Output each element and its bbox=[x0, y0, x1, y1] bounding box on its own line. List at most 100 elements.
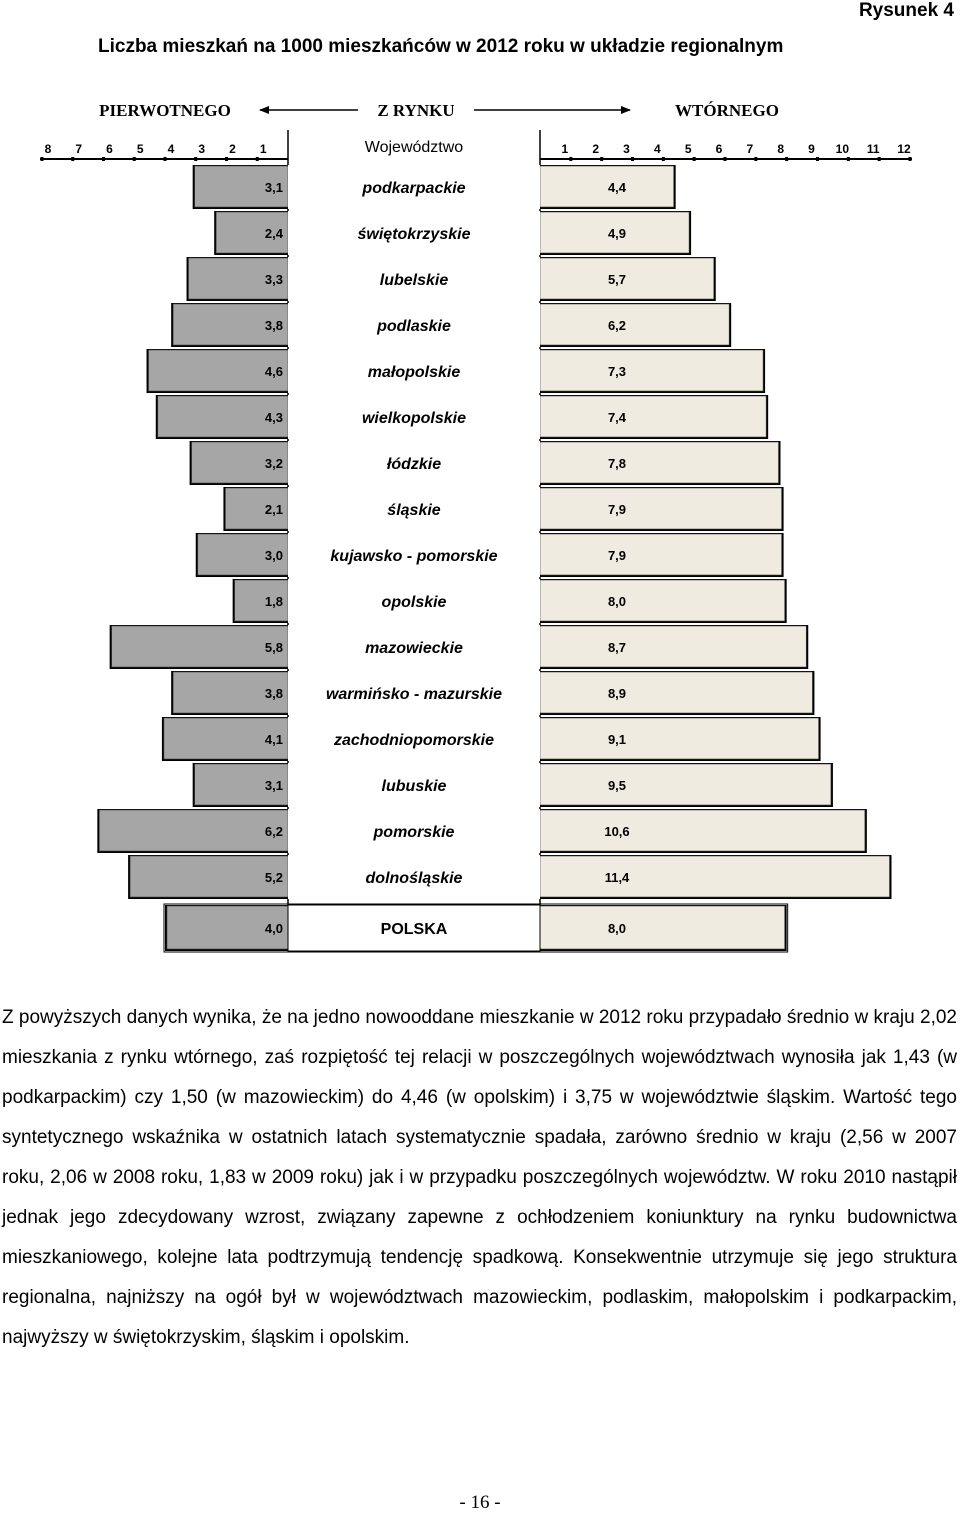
bar-secondary bbox=[539, 763, 832, 806]
value-label-secondary: 8,9 bbox=[608, 686, 626, 701]
figure-label: Rysunek 4 bbox=[858, 0, 954, 21]
value-label-secondary: 8,0 bbox=[608, 594, 626, 609]
region-label: kujawsko - pomorskie bbox=[330, 548, 497, 565]
value-label-secondary: 5,7 bbox=[608, 272, 626, 287]
tornado-chart: PIERWOTNEGO Z RYNKU WTÓRNEGO Województwo… bbox=[40, 101, 912, 953]
bar-secondary bbox=[539, 257, 715, 300]
left-tick-label: 3 bbox=[198, 142, 205, 156]
bar-primary bbox=[197, 533, 289, 576]
right-tick-label: 2 bbox=[592, 142, 599, 156]
category-cell bbox=[288, 349, 540, 393]
region-label: lubelskie bbox=[380, 272, 449, 289]
right-tick-label: 10 bbox=[836, 142, 850, 156]
value-label-secondary: 9,1 bbox=[608, 732, 626, 747]
left-tick-label: 2 bbox=[229, 142, 236, 156]
region-label: łódzkie bbox=[387, 456, 441, 473]
region-label: podlaskie bbox=[376, 318, 451, 335]
left-tick-label: 8 bbox=[45, 142, 52, 156]
value-label-secondary: 4,4 bbox=[608, 180, 627, 195]
bar-primary bbox=[99, 809, 289, 852]
bar-secondary bbox=[539, 211, 690, 254]
bar-secondary bbox=[539, 303, 730, 346]
value-label-primary: 2,4 bbox=[265, 226, 284, 241]
region-label: świętokrzyskie bbox=[358, 226, 471, 243]
value-label-secondary: 6,2 bbox=[608, 318, 626, 333]
category-cell bbox=[288, 671, 540, 715]
category-cell bbox=[288, 165, 540, 209]
bar-primary bbox=[163, 717, 289, 760]
body-text: Z powyższych danych wynika, że na jedno … bbox=[2, 1007, 957, 1348]
bar-primary bbox=[172, 303, 289, 346]
right-tick-label: 6 bbox=[716, 142, 723, 156]
right-tick-label: 12 bbox=[897, 142, 911, 156]
category-cell bbox=[288, 395, 540, 439]
bar-primary bbox=[215, 211, 289, 254]
bar-secondary bbox=[539, 809, 866, 852]
bar-secondary bbox=[539, 671, 813, 714]
value-label-secondary: 8,0 bbox=[608, 921, 626, 936]
category-cell bbox=[287, 904, 541, 952]
right-tick-label: 11 bbox=[867, 142, 880, 156]
value-label-primary: 4,3 bbox=[265, 410, 283, 425]
region-label: wielkopolskie bbox=[362, 410, 466, 427]
category-cell bbox=[288, 763, 540, 807]
left-tick-label: 6 bbox=[106, 142, 113, 156]
category-cell bbox=[288, 487, 540, 531]
region-label: mazowieckie bbox=[365, 640, 463, 657]
total-row-outline bbox=[163, 903, 789, 953]
category-cell bbox=[288, 211, 540, 255]
value-label-primary: 3,0 bbox=[265, 548, 283, 563]
right-tick-label: 8 bbox=[777, 142, 784, 156]
region-label: dolnośląskie bbox=[366, 870, 463, 887]
region-label: warmińsko - mazurskie bbox=[326, 686, 502, 703]
category-cell bbox=[288, 579, 540, 623]
bar-secondary bbox=[539, 487, 782, 530]
right-tick-label: 1 bbox=[561, 142, 568, 156]
page-number: - 16 - bbox=[459, 1492, 501, 1513]
value-label-secondary: 7,9 bbox=[608, 502, 626, 517]
category-cell bbox=[288, 717, 540, 761]
value-label-primary: 4,6 bbox=[265, 364, 283, 379]
bar-secondary bbox=[539, 855, 890, 898]
market-label-secondary: WTÓRNEGO bbox=[675, 101, 779, 120]
category-cell bbox=[288, 303, 540, 347]
bar-primary bbox=[172, 671, 289, 714]
category-header: Województwo bbox=[365, 139, 464, 156]
bar-primary bbox=[191, 441, 289, 484]
left-tick-label: 4 bbox=[168, 142, 175, 156]
bar-primary bbox=[157, 395, 289, 438]
bar-secondary bbox=[539, 349, 764, 392]
right-tick-label: 7 bbox=[746, 142, 753, 156]
bar-secondary bbox=[539, 717, 819, 760]
bar-secondary bbox=[539, 441, 779, 484]
bar-secondary bbox=[539, 165, 674, 208]
value-label-primary: 2,1 bbox=[265, 502, 283, 517]
category-cell bbox=[288, 855, 540, 899]
right-tick-label: 5 bbox=[685, 142, 692, 156]
bar-primary bbox=[194, 763, 289, 806]
region-label: POLSKA bbox=[381, 921, 448, 938]
value-label-secondary: 4,9 bbox=[608, 226, 626, 241]
value-label-secondary: 8,7 bbox=[608, 640, 626, 655]
left-tick-label: 5 bbox=[137, 142, 144, 156]
value-label-primary: 3,8 bbox=[265, 318, 283, 333]
value-label-secondary: 7,4 bbox=[608, 410, 627, 425]
value-label-primary: 3,8 bbox=[265, 686, 283, 701]
value-label-primary: 5,8 bbox=[265, 640, 283, 655]
bar-secondary bbox=[539, 905, 785, 950]
bar-primary bbox=[148, 349, 289, 392]
bar-secondary bbox=[539, 625, 807, 668]
right-tick-label: 4 bbox=[654, 142, 661, 156]
category-cell bbox=[288, 441, 540, 485]
value-label-primary: 3,1 bbox=[265, 180, 283, 195]
right-tick-label: 3 bbox=[623, 142, 630, 156]
value-label-primary: 4,0 bbox=[265, 921, 283, 936]
bars: podkarpackie 3,1 4,4 świętokrzyskie 2,4 4,9 lu… bbox=[97, 165, 892, 953]
value-label-primary: 3,2 bbox=[265, 456, 283, 471]
bar-secondary bbox=[539, 395, 767, 438]
region-label: zachodniopomorskie bbox=[333, 732, 494, 749]
value-label-secondary: 10,6 bbox=[604, 824, 629, 839]
bar-primary bbox=[225, 487, 289, 530]
region-label: opolskie bbox=[382, 594, 447, 611]
chart-title: Liczba mieszkań na 1000 mieszkańców w 20… bbox=[98, 36, 784, 57]
